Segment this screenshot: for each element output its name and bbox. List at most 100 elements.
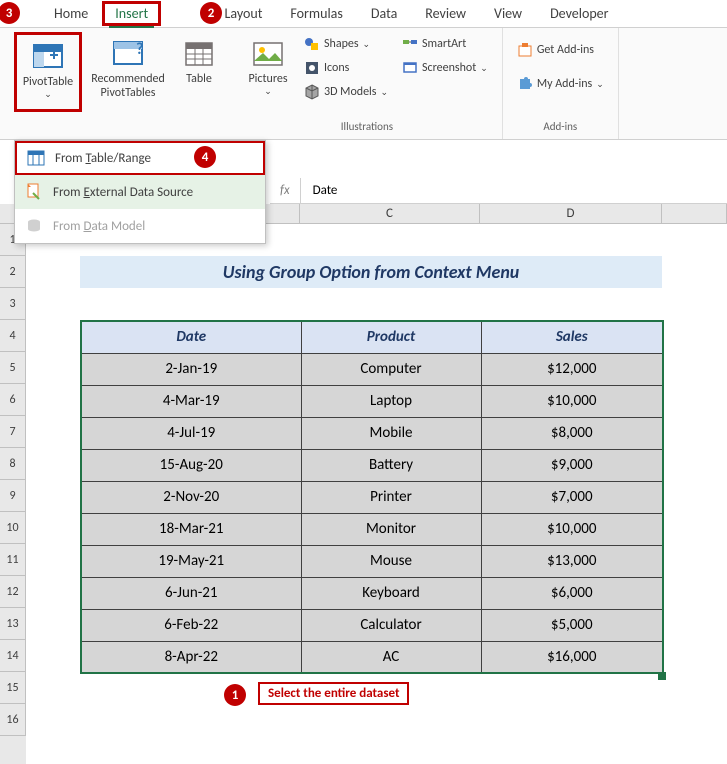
cell: 4-Mar-19 — [81, 385, 301, 417]
screenshot-button[interactable]: Screenshot⌄ — [396, 56, 494, 80]
cell: $5,000 — [481, 609, 663, 641]
cell: $10,000 — [481, 385, 663, 417]
pivot-table-button[interactable]: PivotTable ⌄ — [14, 32, 82, 112]
my-addins-button[interactable]: My Add-ins⌄ — [511, 72, 610, 96]
cell: Laptop — [301, 385, 481, 417]
from-data-model-item[interactable]: From Data Model — [15, 209, 265, 243]
tab-data[interactable]: Data — [357, 1, 411, 26]
tab-formulas[interactable]: Formulas — [276, 1, 356, 26]
table-range-icon — [27, 149, 45, 167]
svg-text:?: ? — [136, 40, 143, 59]
cell: Battery — [301, 449, 481, 481]
screenshot-label: Screenshot — [422, 61, 476, 75]
table-row: 8-Apr-22AC$16,000 — [81, 641, 663, 673]
annotation-3: 3 — [0, 2, 20, 24]
row-10[interactable]: 10 — [0, 512, 26, 544]
row-8[interactable]: 8 — [0, 448, 26, 480]
get-addins-button[interactable]: Get Add-ins — [511, 38, 610, 62]
cell: 6-Feb-22 — [81, 609, 301, 641]
from-data-model-label: From Data Model — [53, 219, 145, 234]
row-15[interactable]: 15 — [0, 672, 26, 704]
recommended-pivot-button[interactable]: ? Recommended PivotTables — [84, 32, 172, 112]
cell: Mobile — [301, 417, 481, 449]
cell: $8,000 — [481, 417, 663, 449]
col-d[interactable]: D — [480, 204, 662, 224]
table-button[interactable]: Table — [174, 32, 224, 112]
cell: Computer — [301, 353, 481, 385]
row-12[interactable]: 12 — [0, 576, 26, 608]
from-external-item[interactable]: From External Data Source — [15, 175, 265, 209]
header-sales: Sales — [481, 321, 663, 353]
cell: $9,000 — [481, 449, 663, 481]
ribbon-tabs: 3 Home Insert 2 age Layout Formulas Data… — [0, 0, 727, 28]
cell: Mouse — [301, 545, 481, 577]
tab-home[interactable]: Home — [40, 1, 102, 26]
smartart-icon — [402, 36, 418, 52]
3d-models-label: 3D Models — [324, 85, 377, 99]
col-c[interactable]: C — [300, 204, 480, 224]
row-6[interactable]: 6 — [0, 384, 26, 416]
cell: 6-Jun-21 — [81, 577, 301, 609]
row-9[interactable]: 9 — [0, 480, 26, 512]
formula-bar: fx Date — [270, 178, 727, 204]
table-header-row: Date Product Sales — [81, 321, 663, 353]
ribbon-body: PivotTable ⌄ ? Recommended PivotTables T… — [0, 28, 727, 140]
cell: Printer — [301, 481, 481, 513]
icons-label: Icons — [324, 61, 349, 75]
table-row: 19-May-21Mouse$13,000 — [81, 545, 663, 577]
table-row: 4-Mar-19Laptop$10,000 — [81, 385, 663, 417]
row-3[interactable]: 3 — [0, 288, 26, 320]
selection-handle[interactable] — [658, 672, 666, 680]
shapes-icon — [304, 36, 320, 52]
tab-review[interactable]: Review — [411, 1, 480, 26]
tab-developer[interactable]: Developer — [536, 1, 622, 26]
header-product: Product — [301, 321, 481, 353]
table-row: 18-Mar-21Monitor$10,000 — [81, 513, 663, 545]
row-7[interactable]: 7 — [0, 416, 26, 448]
table-row: 2-Nov-20Printer$7,000 — [81, 481, 663, 513]
annotation-4: 4 — [194, 146, 216, 168]
pivot-table-dropdown: From Table/Range From External Data Sour… — [14, 140, 266, 244]
tab-insert[interactable]: Insert — [109, 1, 154, 28]
tab-view[interactable]: View — [480, 1, 536, 26]
pictures-button[interactable]: Pictures ⌄ — [240, 32, 296, 112]
row-4[interactable]: 4 — [0, 320, 26, 352]
3d-models-button[interactable]: 3D Models⌄ — [298, 80, 394, 104]
table-row: 6-Feb-22Calculator$5,000 — [81, 609, 663, 641]
pictures-label: Pictures — [248, 72, 287, 86]
worksheet[interactable]: Using Group Option from Context Menu Dat… — [26, 224, 727, 764]
pictures-icon — [251, 36, 285, 72]
row-2[interactable]: 2 — [0, 256, 26, 288]
cell: $6,000 — [481, 577, 663, 609]
fx-icon[interactable]: fx — [270, 178, 301, 203]
shapes-button[interactable]: Shapes⌄ — [298, 32, 394, 56]
cell: $10,000 — [481, 513, 663, 545]
dropdown-caret-icon: ⌄ — [44, 89, 52, 100]
cell: Keyboard — [301, 577, 481, 609]
cell: $16,000 — [481, 641, 663, 673]
icons-icon — [304, 60, 320, 76]
table-label: Table — [186, 72, 212, 86]
row-16[interactable]: 16 — [0, 704, 26, 736]
icons-button[interactable]: Icons — [298, 56, 394, 80]
external-data-icon — [25, 183, 43, 201]
cell: Calculator — [301, 609, 481, 641]
table-icon — [183, 36, 215, 72]
addin-store-icon — [517, 42, 533, 58]
row-13[interactable]: 13 — [0, 608, 26, 640]
cell: 18-Mar-21 — [81, 513, 301, 545]
cell: 4-Jul-19 — [81, 417, 301, 449]
pivot-table-label: PivotTable — [23, 75, 73, 89]
from-table-range-label: From Table/Range — [55, 151, 151, 166]
puzzle-icon — [517, 76, 533, 92]
from-table-range-item[interactable]: From Table/Range — [15, 141, 265, 175]
formula-value[interactable]: Date — [301, 183, 338, 198]
table-row: 6-Jun-21Keyboard$6,000 — [81, 577, 663, 609]
row-5[interactable]: 5 — [0, 352, 26, 384]
col-e[interactable] — [662, 204, 727, 224]
smartart-button[interactable]: SmartArt — [396, 32, 494, 56]
row-11[interactable]: 11 — [0, 544, 26, 576]
row-14[interactable]: 14 — [0, 640, 26, 672]
recommended-pivot-icon: ? — [110, 36, 146, 72]
data-table: Date Product Sales 2-Jan-19Computer$12,0… — [80, 320, 664, 674]
